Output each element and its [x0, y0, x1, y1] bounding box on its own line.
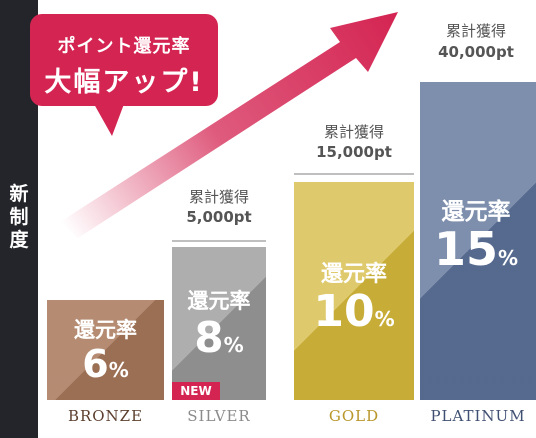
gold-rate-label: 還元率 — [320, 262, 387, 287]
gold-requirement-points: 15,000pt — [316, 143, 392, 161]
bronze-rate-label: 還元率 — [74, 318, 137, 342]
callout-line1: ポイント還元率 — [57, 36, 191, 57]
gold-rate-value: 10% — [313, 286, 395, 337]
platinum-rate-value: 15% — [433, 222, 519, 276]
silver-requirement-line — [172, 240, 266, 242]
sidebar-label-char: 新 — [9, 183, 29, 205]
callout-line2: 大幅アップ! — [44, 67, 204, 98]
tier-name-bronze: BRONZE — [67, 407, 144, 425]
bronze-bar — [47, 300, 164, 400]
tier-name-platinum: PLATINUM — [430, 407, 526, 425]
silver-rate-label: 還元率 — [187, 289, 251, 313]
callout-tail-icon — [94, 104, 124, 136]
silver-requirement-points: 5,000pt — [186, 208, 252, 226]
sidebar-label-char: 制 — [9, 206, 29, 228]
gold-requirement-line — [294, 173, 414, 175]
platinum-requirement-title: 累計獲得 — [445, 22, 506, 40]
callout-bubble — [30, 14, 218, 106]
gold-requirement-title: 累計獲得 — [323, 123, 384, 141]
silver-bar — [172, 247, 266, 400]
silver-rate-value: 8% — [194, 313, 244, 362]
gold-bar — [294, 182, 414, 400]
tier-name-silver: SILVER — [187, 407, 251, 425]
bronze-rate-value: 6% — [82, 342, 129, 386]
platinum-bar — [420, 82, 536, 400]
new-badge: NEW — [172, 382, 220, 400]
silver-requirement-title: 累計獲得 — [188, 188, 249, 206]
platinum-rate-label: 還元率 — [441, 199, 511, 225]
platinum-requirement-points: 40,000pt — [438, 43, 514, 61]
sidebar-label-char: 度 — [9, 229, 29, 251]
sidebar-label: 新制度 — [0, 183, 38, 252]
tier-name-gold: GOLD — [328, 407, 380, 425]
